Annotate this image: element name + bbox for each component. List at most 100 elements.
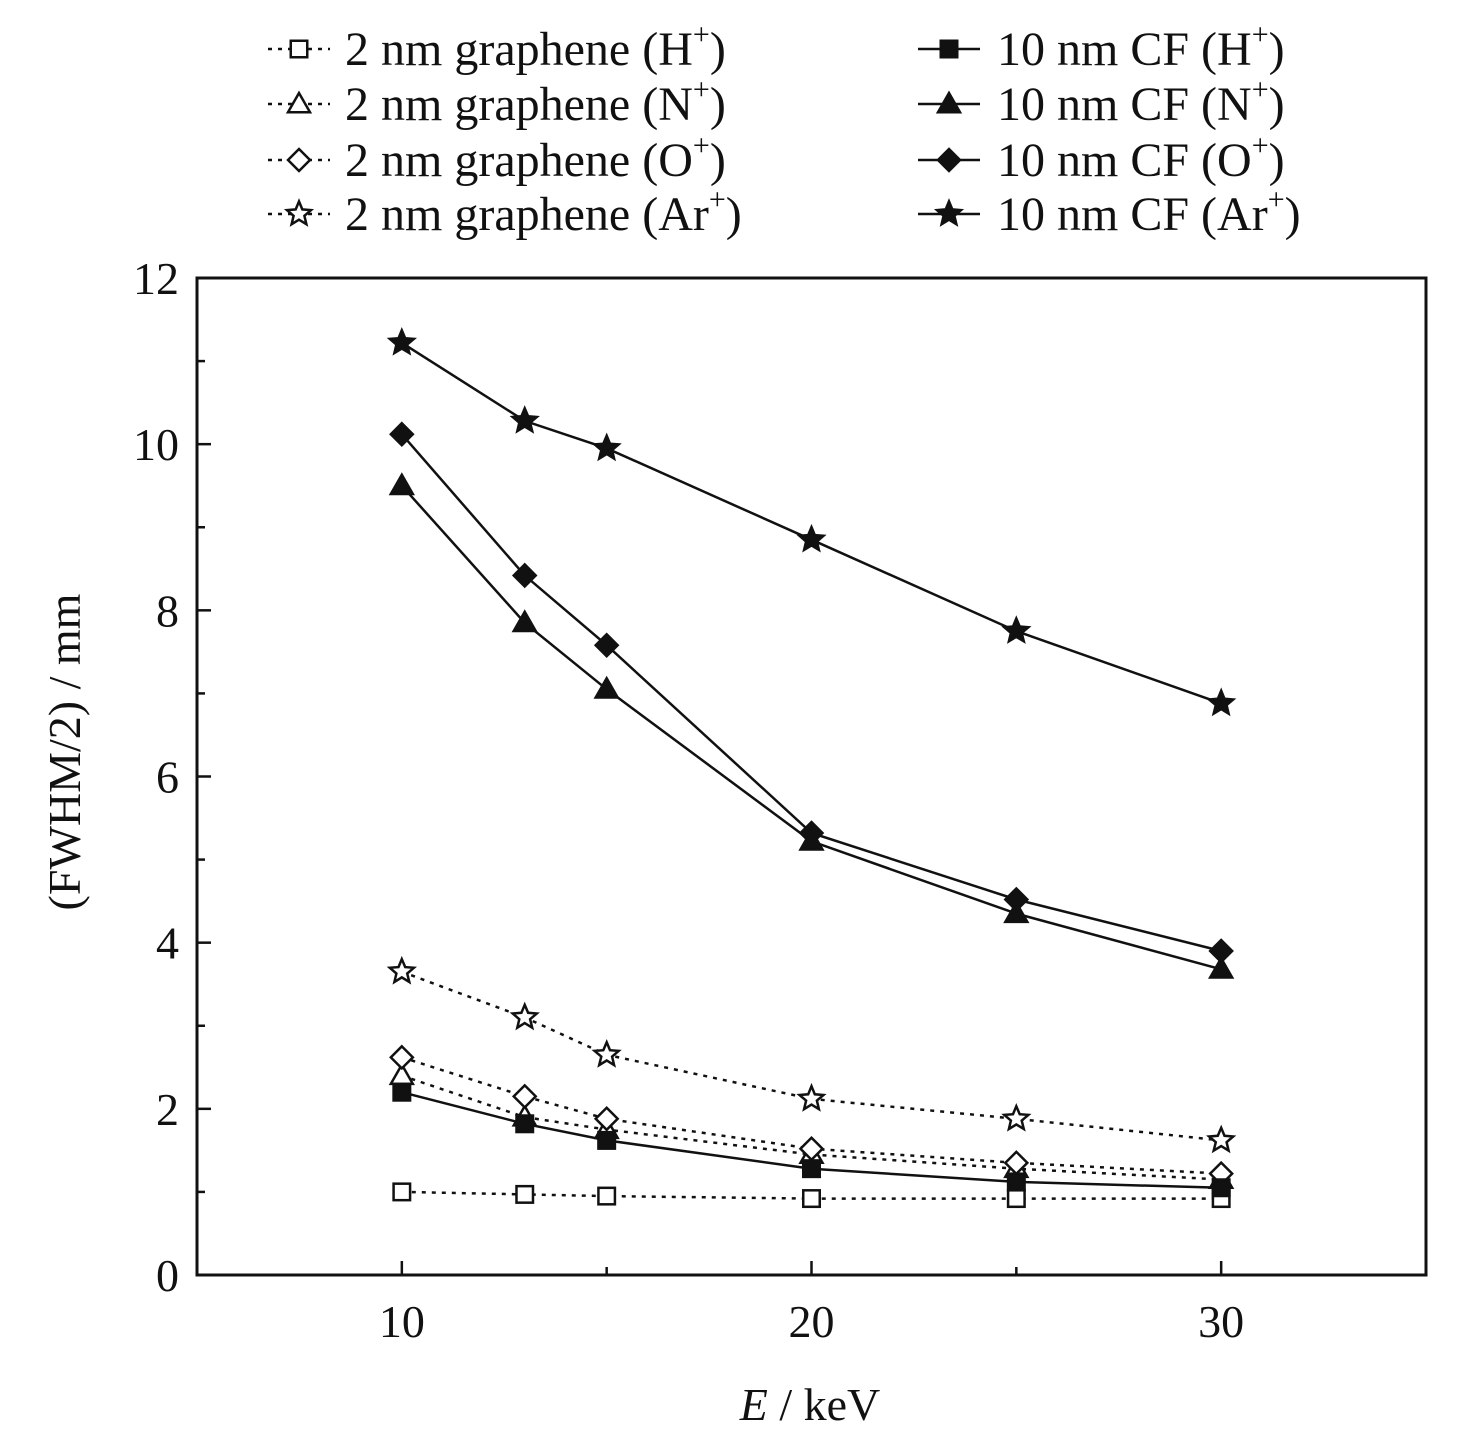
legend-label-sup: + [692, 128, 710, 162]
series-line [401, 1056, 1222, 1175]
series-line [400, 484, 1222, 971]
data-point [1006, 1172, 1026, 1192]
data-point [515, 1184, 535, 1204]
legend-label: 2 nm graphene (O+) [345, 129, 726, 188]
data-point [388, 472, 415, 496]
series-line [401, 1190, 1222, 1200]
data-point [597, 1186, 617, 1206]
y-tick-label: 8 [156, 585, 179, 636]
y-axis-label: (FWHM/2) / mm [39, 593, 90, 910]
data-point [593, 675, 620, 699]
legend-marker [935, 90, 963, 114]
legend-label-main: 2 nm graphene (O [345, 133, 693, 187]
x-axis-variable: E [739, 1379, 768, 1430]
legend-swatch [918, 198, 980, 227]
series-line [401, 1090, 1222, 1190]
data-point [591, 432, 622, 462]
x-tick-label: 30 [1198, 1296, 1244, 1347]
legend-label-sup: + [692, 72, 710, 106]
legend-label: 10 nm CF (H+) [997, 18, 1285, 77]
data-point [593, 632, 620, 658]
legend-label-sup: + [1267, 182, 1285, 216]
y-tick-label: 10 [133, 419, 179, 470]
legend-label-main: 10 nm CF (N [997, 77, 1252, 131]
legend-label: 2 nm graphene (H+) [345, 18, 726, 77]
series-line [401, 970, 1222, 1142]
axes: 0 2 4 6 8 10 12 10 20 30 [133, 253, 1428, 1347]
legend-item: 2 nm graphene (Ar+) [266, 183, 742, 242]
series-6 [388, 472, 1235, 979]
series-7 [389, 421, 1234, 964]
data-point [386, 955, 418, 985]
data-point [1003, 886, 1030, 913]
legend-label: 2 nm graphene (Ar+) [345, 183, 742, 242]
legend-label: 2 nm graphene (N+) [345, 73, 726, 132]
y-tick-label: 0 [156, 1250, 179, 1301]
data-point [392, 1082, 412, 1102]
legend-item: 2 nm graphene (N+) [266, 73, 726, 132]
data-point [509, 1001, 540, 1031]
legend-swatch [918, 147, 980, 173]
legend-swatch [918, 39, 980, 59]
data-point [802, 1189, 821, 1209]
x-axis-unit: / keV [768, 1379, 880, 1430]
legend-swatch [268, 147, 330, 173]
data-point [593, 1106, 620, 1132]
series-5 [392, 1082, 1231, 1198]
series-8 [386, 326, 1237, 717]
plot-frame [195, 276, 1428, 1277]
legend-label-end: ) [709, 77, 726, 131]
data-point [1211, 1178, 1231, 1198]
legend-swatch [918, 90, 980, 114]
series-layer [386, 326, 1237, 1209]
data-point [796, 523, 827, 553]
data-point [1208, 938, 1234, 964]
data-point [389, 421, 415, 447]
legend-marker [933, 198, 965, 227]
legend-item: 10 nm CF (N+) [916, 73, 1285, 132]
data-point [1205, 687, 1237, 717]
legend-swatch [268, 90, 330, 114]
data-point [1006, 1189, 1026, 1209]
legend-marker [283, 198, 315, 227]
data-point [796, 1082, 827, 1112]
series-1 [392, 1182, 1231, 1209]
legend-label-main: 10 nm CF (Ar [997, 187, 1268, 241]
data-point [1001, 1102, 1032, 1132]
legend-marker [286, 147, 312, 173]
data-point [511, 609, 538, 633]
legend-label-sup: + [708, 182, 726, 216]
legend-label: 10 nm CF (N+) [997, 73, 1285, 132]
legend-marker [936, 147, 962, 173]
x-axis-label: E / keV [739, 1379, 881, 1430]
data-point [389, 1044, 415, 1071]
legend-label-sup: + [692, 17, 710, 51]
legend-label-end: ) [709, 22, 726, 76]
series-line [401, 341, 1222, 705]
legend-label-main: 2 nm graphene (Ar [345, 187, 709, 241]
legend-label-sup: + [1251, 17, 1269, 51]
series-line [400, 433, 1222, 953]
data-point [1208, 955, 1235, 979]
legend-label-main: 2 nm graphene (N [345, 77, 693, 131]
legend-label: 10 nm CF (Ar+) [997, 183, 1301, 242]
series-3 [389, 1044, 1234, 1187]
legend-item: 10 nm CF (H+) [916, 18, 1285, 77]
data-point [1001, 615, 1032, 644]
data-point [386, 326, 418, 356]
legend-label-end: ) [1284, 187, 1301, 241]
data-point [798, 820, 825, 846]
legend-label-main: 10 nm CF (O [997, 133, 1252, 187]
legend-label-main: 2 nm graphene (H [345, 22, 693, 76]
legend-marker [289, 39, 309, 59]
y-tick-label: 2 [156, 1084, 179, 1135]
y-tick-label: 6 [156, 752, 179, 803]
data-point [591, 1038, 622, 1068]
legend-label-end: ) [1268, 77, 1285, 131]
data-point [511, 1083, 538, 1110]
y-tick-label: 4 [156, 918, 179, 969]
data-point [515, 1114, 535, 1134]
legend-label: 10 nm CF (O+) [997, 129, 1285, 188]
legend-marker [939, 39, 959, 59]
data-point [511, 562, 538, 589]
